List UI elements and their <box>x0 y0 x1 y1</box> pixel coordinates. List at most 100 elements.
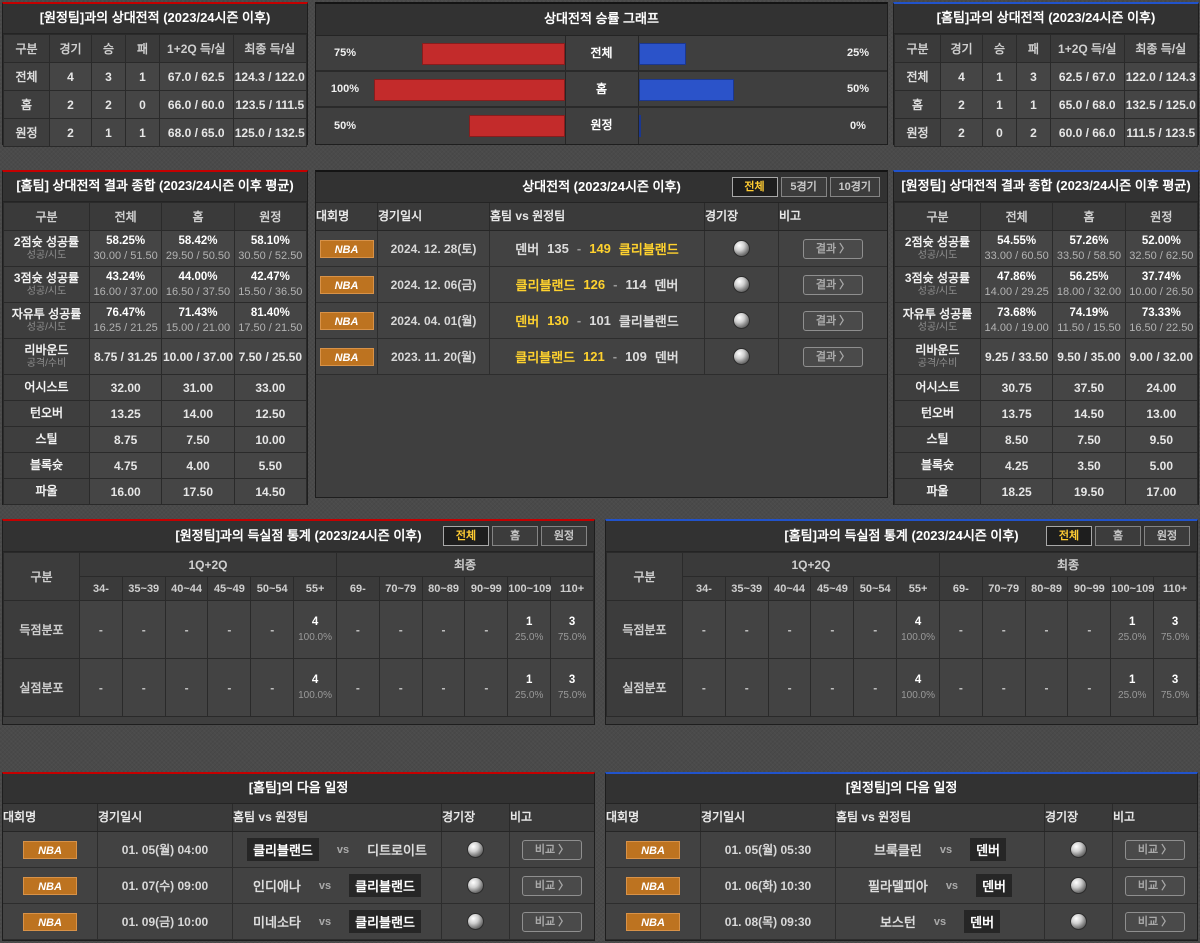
stadium-globe-icon[interactable] <box>733 276 750 293</box>
game-count: 1 <box>525 673 533 686</box>
league-badge: NBA <box>23 876 77 895</box>
row-label: 득점분포 <box>3 600 80 659</box>
filter-tab[interactable]: 전체 <box>1046 526 1092 546</box>
row-label: 전체 <box>3 62 50 91</box>
cell-value: 47.86% 14.00 / 29.25 <box>979 266 1054 303</box>
away-winrate-label: 50% <box>846 83 870 95</box>
compare-button[interactable]: 비교 〉 <box>522 875 582 896</box>
filter-tab[interactable]: 전체 <box>731 177 778 197</box>
cell-value: 4.75 <box>88 452 163 479</box>
result-button[interactable]: 결과 〉 <box>803 238 863 259</box>
date-cell: 2023. 11. 20(월) <box>378 339 490 374</box>
compare-button[interactable]: 비교 〉 <box>1125 875 1185 896</box>
compare-button[interactable]: 비교 〉 <box>1125 839 1185 860</box>
teams-cell: 덴버 135-149 클리블랜드 <box>490 231 705 266</box>
cell-value: 56.25% 18.00 / 32.00 <box>1052 266 1126 303</box>
away-winrate-bar <box>638 115 641 137</box>
stat-ratio: 10.00 / 26.50 <box>1129 285 1194 298</box>
cell-value: 30.75 <box>979 374 1054 401</box>
stat-percent: 47.86% <box>997 270 1037 283</box>
row-label: 파울 <box>894 478 981 505</box>
cell-value: - <box>938 600 983 659</box>
filter-tab[interactable]: 원정 <box>1144 526 1190 546</box>
cell-value: 124.3 / 122.0 <box>232 62 307 91</box>
home-team-score: 126 <box>583 277 606 292</box>
cell-value: 1 <box>125 62 160 91</box>
table-row: 블록슛 4.25 3.50 5.00 <box>894 452 1199 479</box>
stat-ratio: 11.50 / 15.50 <box>1057 321 1121 334</box>
filter-tab[interactable]: 원정 <box>541 526 587 546</box>
column-group-header: 1Q+2Q <box>79 552 337 577</box>
cell-value: 66.0 / 60.0 <box>159 90 234 119</box>
filter-tab[interactable]: 5경기 <box>780 177 827 197</box>
game-count: 1 <box>1128 673 1136 686</box>
away-team-name: 덴버 <box>964 910 1001 933</box>
empty-value: - <box>484 680 489 695</box>
stadium-globe-icon[interactable] <box>1070 841 1087 858</box>
away-team-score: 149 <box>589 241 611 256</box>
chart-row: 50% 원정 0% <box>316 108 887 144</box>
game-datetime: 01. 07(수) 09:00 <box>121 879 209 893</box>
cell-value: 57.26% 33.50 / 58.50 <box>1052 230 1126 267</box>
stat-name: 스틸 <box>926 432 949 446</box>
cell-value: - <box>767 600 812 659</box>
cell-value: 18.25 <box>979 478 1054 505</box>
summary-away-table: 구분 전체 홈 원정 2점슛 성공률 성공/시도 54.55% 33.00 / 60.50 57… <box>894 202 1199 505</box>
panel-head-to-head-matches: 상대전적 (2023/24시즌 이후) 전체 5경기 10경기 대회명 경기일시 홈팀 … <box>315 170 888 498</box>
cell-value: 14.50 <box>1052 400 1126 427</box>
stadium-cell <box>442 904 510 939</box>
cell-value: 125.0 / 132.5 <box>232 118 307 147</box>
result-button[interactable]: 결과 〉 <box>803 274 863 295</box>
stadium-globe-icon[interactable] <box>733 348 750 365</box>
table-row: 득점분포 - - - - - 4 100.0% - - - - 1 25.0% 3 75.0% <box>606 600 1197 659</box>
filter-tab[interactable]: 홈 <box>492 526 538 546</box>
schedule-row: NBA 01. 09(금) 10:00 미네소타 vs 클리블랜드 비교 〉 <box>3 904 594 940</box>
stat-name: 턴오버 <box>920 406 955 420</box>
filter-tab[interactable]: 전체 <box>443 526 489 546</box>
stats-away-filter-tabs: 전체 홈 원정 <box>443 526 587 546</box>
panel-h2h-vs-away: [원정팀]과의 상대전적 (2023/24시즌 이후) 구분 경기 승 패 1+2Q 득… <box>2 2 308 147</box>
teams-cell: 인디애나 vs 클리블랜드 <box>233 868 442 903</box>
cell-value: 8.75 <box>88 426 163 453</box>
stat-percent: 57.26% <box>1069 234 1109 247</box>
column-header: 구분 <box>894 34 941 63</box>
empty-value: - <box>184 680 189 695</box>
range-header: 100~109 <box>507 576 551 601</box>
stadium-globe-icon[interactable] <box>467 913 484 930</box>
game-percent: 25.0% <box>1118 631 1147 643</box>
game-percent: 100.0% <box>298 631 333 643</box>
range-header: 45~49 <box>207 576 252 601</box>
stadium-globe-icon[interactable] <box>733 240 750 257</box>
cell-value: 32.00 <box>88 374 163 401</box>
game-count: 3 <box>1171 673 1179 686</box>
stat-percent: 73.33% <box>1141 306 1181 319</box>
stadium-globe-icon[interactable] <box>467 877 484 894</box>
cell-value: - <box>121 658 166 717</box>
stadium-globe-icon[interactable] <box>733 312 750 329</box>
stadium-globe-icon[interactable] <box>467 841 484 858</box>
compare-button[interactable]: 비교 〉 <box>522 911 582 932</box>
cell-value: 1 <box>91 118 126 147</box>
compare-button[interactable]: 비교 〉 <box>522 839 582 860</box>
record-table: 구분 경기 승 패 1+2Q 득/실 최종 득/실 전체 4 1 3 62.5 / 67.0 122.… <box>894 34 1198 147</box>
filter-tab[interactable]: 10경기 <box>829 177 880 197</box>
result-button[interactable]: 결과 〉 <box>803 310 863 331</box>
vs-label: vs <box>933 915 947 928</box>
result-button[interactable]: 결과 〉 <box>803 346 863 367</box>
away-team-name: 덴버 <box>654 278 679 293</box>
stadium-globe-icon[interactable] <box>1070 877 1087 894</box>
stat-percent: 54.55% <box>997 234 1037 247</box>
cell-value: 4.25 <box>979 452 1054 479</box>
empty-value: - <box>141 622 146 637</box>
filter-tab[interactable]: 홈 <box>1095 526 1141 546</box>
cell-value: 2 <box>49 90 92 119</box>
range-header: 55+ <box>896 576 940 601</box>
compare-button[interactable]: 비교 〉 <box>1125 911 1185 932</box>
cell-value: 4 <box>940 62 983 91</box>
schedule-home-rows: NBA 01. 05(월) 04:00 클리블랜드 vs 디트로이트 비교 〉 NBA 01.… <box>3 832 594 940</box>
action-cell: 비교 〉 <box>510 904 594 939</box>
cell-value: 76.47% 16.25 / 21.25 <box>88 302 163 339</box>
action-cell: 비교 〉 <box>1113 868 1197 903</box>
stadium-globe-icon[interactable] <box>1070 913 1087 930</box>
date-cell: 01. 05(월) 05:30 <box>701 832 836 867</box>
